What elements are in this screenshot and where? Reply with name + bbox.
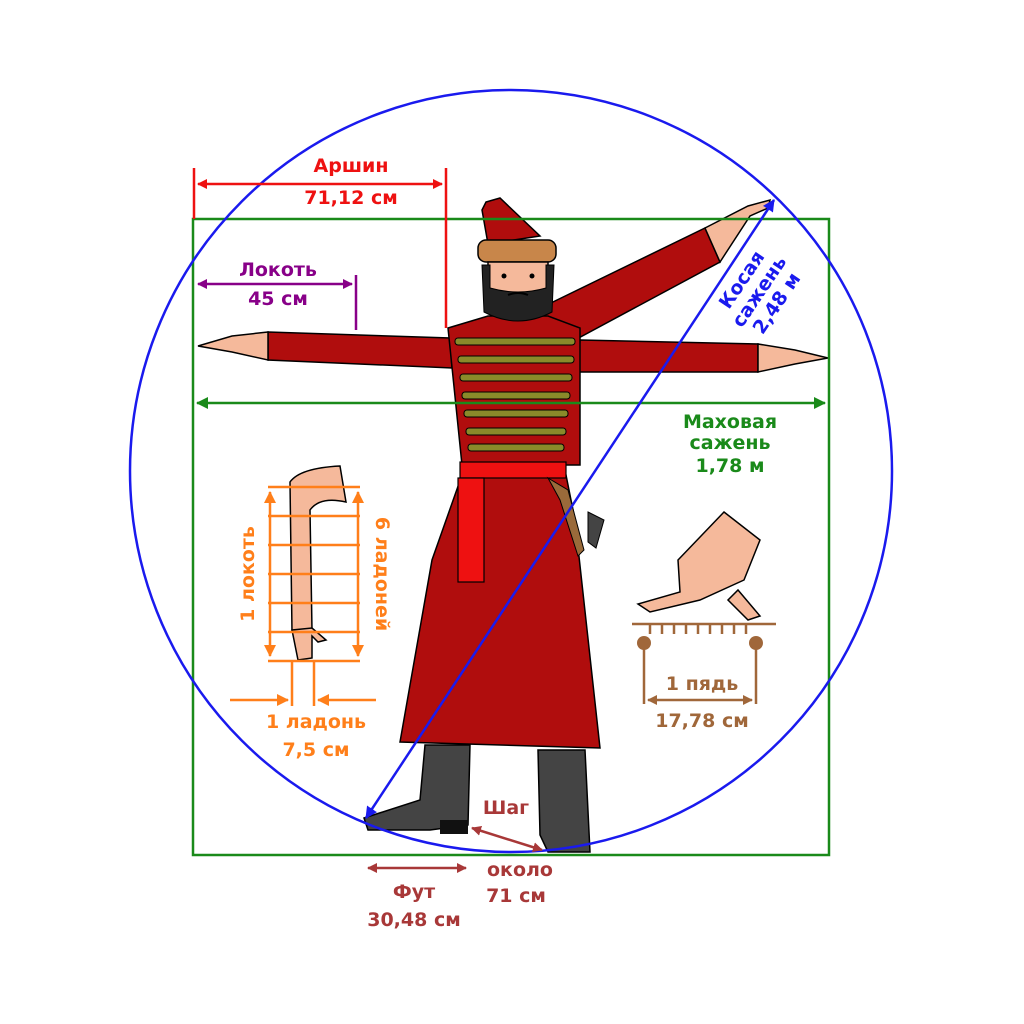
- ladon-value: 7,5 см: [282, 739, 349, 761]
- lokot-name: Локоть: [239, 259, 317, 281]
- kosaya-arrow: [364, 199, 776, 819]
- shag-approx: около: [487, 859, 553, 881]
- makhovaya-word: сажень: [689, 432, 770, 454]
- arshin-value: 71,12 см: [304, 187, 398, 209]
- ladon-name: 1 ладонь: [266, 711, 366, 733]
- forearm-left-label: 1 локоть: [237, 526, 259, 622]
- pyad-ruler: [632, 622, 776, 705]
- pyad-value: 17,78 см: [655, 710, 749, 732]
- pyad-name: 1 пядь: [666, 673, 739, 695]
- makhovaya-value: 1,78 м: [695, 455, 764, 477]
- lokot-measure: [197, 275, 358, 330]
- shag-arrow: [471, 825, 543, 853]
- pyad-dot-left: [637, 636, 651, 650]
- forearm-grid: [230, 485, 376, 706]
- span-hand: [636, 510, 762, 621]
- shag-value: 71 см: [486, 885, 546, 907]
- pyad-dot-right: [749, 636, 763, 650]
- lokot-value: 45 см: [248, 288, 308, 310]
- fut-value: 30,48 см: [367, 909, 461, 931]
- kosaya-label: Косая сажень 2,48 м: [715, 247, 805, 338]
- forearm-right-label: 6 ладоней: [371, 517, 393, 631]
- arshin-name: Аршин: [314, 155, 389, 177]
- shag-name: Шаг: [483, 797, 529, 819]
- head: [477, 197, 557, 322]
- forearm-inset: [289, 465, 347, 661]
- fut-name: Фут: [393, 881, 435, 903]
- makhovaya-name: Маховая: [683, 411, 777, 433]
